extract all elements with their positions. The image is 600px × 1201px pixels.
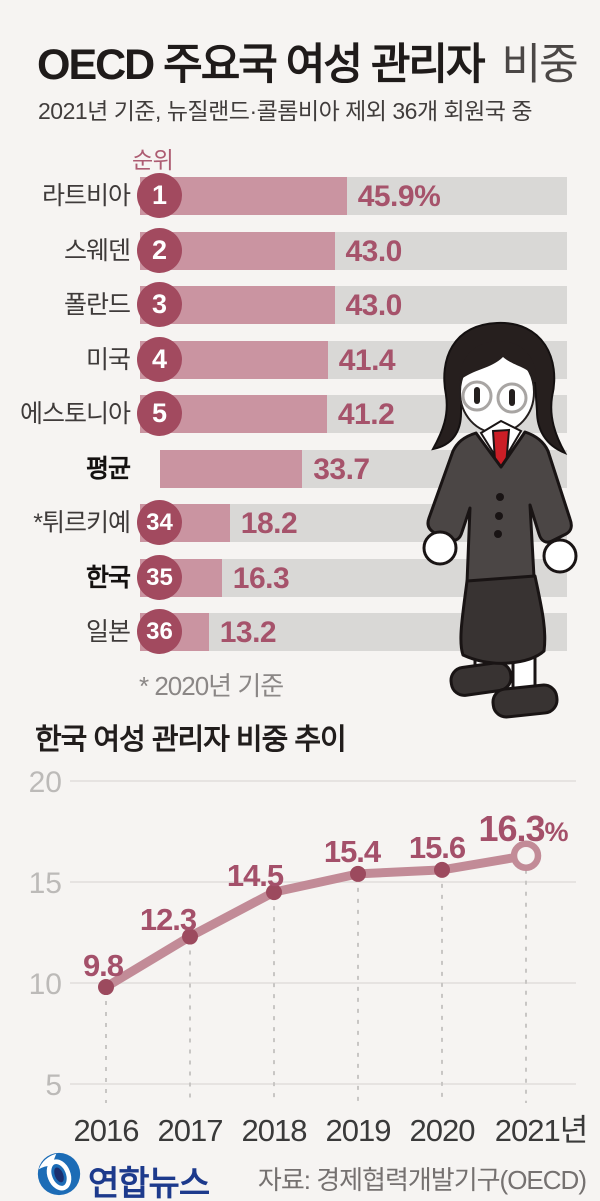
rank-badge: 4 (137, 336, 182, 382)
rank-column-header: 순위 (132, 147, 174, 173)
yonhap-logo-icon (37, 1152, 81, 1196)
trend-line (101, 851, 531, 992)
x-axis-tick-2019: 2019 (326, 1113, 391, 1148)
ranking-footnote: * 2020년 기준 (139, 671, 284, 701)
y-axis-tick-10: 10 (29, 968, 62, 1001)
figure-button (496, 493, 504, 501)
bar-value-label: 18.2 (240, 507, 298, 540)
data-point-2019 (350, 865, 366, 882)
page-subtitle: 2021년 기준, 뉴질랜드·콜롬비아 제외 36개 회원국 중 (38, 98, 533, 124)
ranking-row-8: 한국 35 16.3 (0, 554, 600, 600)
country-label: 평균 (85, 454, 131, 483)
data-point-latest (510, 840, 542, 871)
country-label: 일본 (85, 618, 131, 646)
figure-right-eye (509, 389, 515, 406)
data-label-2020: 15.6 (409, 830, 466, 865)
y-axis-tick-15: 15 (29, 867, 62, 900)
country-label: 미국 (85, 345, 131, 374)
figure-right-shoe (491, 683, 559, 719)
bar-value-label: 43.0 (345, 234, 402, 268)
trend-chart-title: 한국 여성 관리자 비중 추이 (35, 724, 347, 756)
figure-skirt (459, 574, 547, 665)
country-label: 스웨덴 (63, 236, 131, 265)
data-point-2020 (434, 861, 450, 878)
data-point-2018 (266, 884, 282, 901)
rank-badge: 36 (137, 609, 182, 654)
ranking-row-4: 미국 4 41.4 (0, 336, 600, 382)
bar-value-label: 41.2 (337, 398, 395, 431)
data-label-2019: 15.4 (324, 834, 382, 869)
figure-hair-back (431, 321, 568, 455)
rank-badge: 35 (137, 554, 182, 600)
figure-button (495, 512, 503, 520)
source-credit: 자료: 경제협력개발기구(OECD) (257, 1165, 587, 1195)
data-label-2017: 12.3 (140, 902, 197, 937)
rank-badge: 1 (137, 173, 182, 218)
page-title-main: OECD 주요국 여성 관리자 (37, 41, 486, 89)
country-label: 에스토니아 (19, 400, 131, 428)
rank-badge: 5 (137, 391, 182, 436)
rank-badge: 3 (137, 282, 182, 327)
data-point-2016 (98, 979, 114, 996)
data-label-2021년: 16.3% (478, 808, 568, 849)
figure-right-hand (542, 538, 578, 574)
country-label: 한국 (85, 563, 131, 592)
country-label: 폴란드 (63, 291, 131, 319)
bar-fill (160, 449, 303, 488)
figure-left-hand (422, 530, 458, 566)
bar-value-label: 45.9% (357, 180, 441, 213)
x-axis-tick-2017: 2017 (158, 1113, 223, 1148)
figure-button (494, 530, 502, 538)
bar-value-label: 41.4 (338, 343, 396, 377)
x-axis-tick-2021년: 2021년 (495, 1113, 587, 1148)
bar-value-label: 16.3 (232, 561, 290, 595)
woman-manager-illustration (422, 321, 578, 719)
data-label-2018: 14.5 (227, 858, 284, 893)
figure-hair-fringe (459, 341, 537, 381)
rank-badge: 34 (137, 500, 182, 545)
figure-left-shoe (449, 661, 513, 697)
ranking-row-3: 폴란드 3 43.0 (0, 282, 600, 327)
ranking-row-2: 스웨덴 2 43.0 (0, 227, 600, 273)
page-title-light: 비중 (501, 41, 579, 89)
x-axis-tick-2018: 2018 (242, 1113, 307, 1148)
bar-value-label: 43.0 (345, 289, 402, 322)
figure-left-eye (474, 387, 480, 404)
country-label: 라트비아 (41, 182, 131, 210)
rank-badge: 2 (137, 227, 182, 273)
logo-ring (46, 1159, 72, 1191)
x-axis-tick-2020: 2020 (410, 1113, 476, 1148)
y-axis-tick-20: 20 (29, 766, 62, 799)
bar-value-label: 33.7 (313, 452, 370, 486)
page-title: OECD 주요국 여성 관리자 비중 (37, 30, 597, 92)
logo-swoosh (38, 1153, 57, 1170)
ranking-row-1: 라트비아 1 45.9% (0, 173, 600, 218)
yonhap-logo-text: 연합뉴스 (88, 1165, 210, 1201)
x-axis-tick-2016: 2016 (74, 1113, 139, 1148)
y-axis-tick-5: 5 (45, 1069, 62, 1102)
data-point-2017 (182, 928, 198, 945)
bar-value-label: 13.2 (219, 616, 277, 649)
figure-jacket (426, 430, 573, 585)
logo-core (54, 1167, 64, 1183)
country-label: *튀르키예 (33, 509, 131, 537)
data-label-2016: 9.8 (83, 948, 124, 983)
